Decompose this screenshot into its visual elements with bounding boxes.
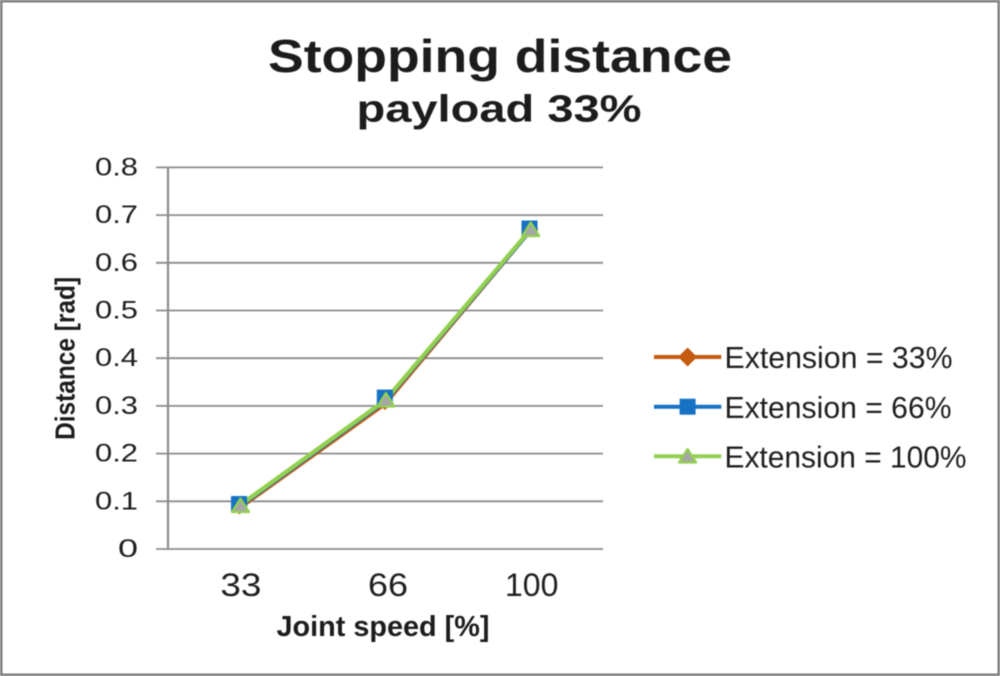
svg-text:0.8: 0.8 [95, 153, 138, 181]
svg-text:33: 33 [220, 567, 261, 603]
svg-text:payload 33%: payload 33% [357, 89, 642, 131]
svg-text:Stopping distance: Stopping distance [268, 30, 732, 82]
svg-text:66: 66 [368, 567, 408, 603]
svg-text:Extension = 66%: Extension = 66% [725, 390, 952, 425]
svg-text:0.5: 0.5 [95, 297, 138, 325]
svg-text:Joint speed [%]: Joint speed [%] [277, 611, 490, 643]
svg-text:0.1: 0.1 [95, 487, 138, 515]
svg-text:0.3: 0.3 [95, 392, 138, 420]
svg-text:100: 100 [505, 567, 558, 603]
svg-text:0: 0 [118, 535, 138, 563]
svg-text:0.7: 0.7 [95, 201, 138, 229]
svg-text:Extension = 100%: Extension = 100% [725, 440, 967, 475]
svg-text:Extension = 33%: Extension = 33% [725, 340, 953, 375]
svg-text:0.6: 0.6 [95, 249, 138, 277]
svg-text:0.4: 0.4 [95, 344, 138, 372]
svg-text:Distance [rad]: Distance [rad] [49, 277, 80, 440]
svg-text:0.2: 0.2 [95, 440, 138, 468]
